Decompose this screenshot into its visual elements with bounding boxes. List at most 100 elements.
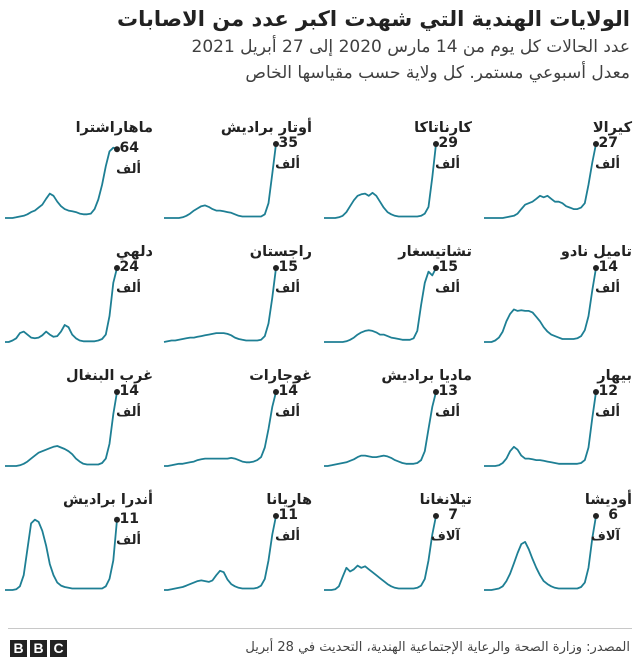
small-multiples-grid: كيرالا 27 ألف كارناتاكا 29 ألف أوتار براديش 35 أ… [0, 118, 640, 618]
state-name: غرب البنغال [65, 368, 153, 384]
latest-value-dot [273, 141, 279, 147]
state-panel: أندرا براديش 11 ألف [3, 490, 153, 608]
state-line-chart [324, 141, 439, 219]
latest-value-label: 35 [278, 135, 298, 151]
state-name: غوجارات [249, 368, 312, 384]
state-panel: غوجارات 14 ألف [162, 366, 312, 484]
latest-value-label: 29 [438, 135, 458, 151]
case-trend-line [484, 515, 597, 591]
bbc-logo: B B C [10, 640, 67, 657]
latest-value-unit: ألف [116, 405, 141, 420]
state-panel: دلهي 24 ألف [3, 242, 153, 360]
latest-value-label: 14 [278, 383, 298, 399]
chart-footer: B B C المصدر: وزارة الصحة والرعاية الإجت… [0, 628, 640, 662]
state-line-chart [164, 513, 279, 591]
chart-header: الولايات الهندية التي شهدت اكبر عدد من ا… [10, 4, 630, 86]
state-name: أوديشا [584, 492, 632, 508]
latest-value-unit: آلاف [430, 529, 460, 544]
state-name: تيلانغانا [419, 492, 472, 508]
footer-divider [8, 628, 632, 629]
latest-value-dot [433, 389, 439, 395]
case-trend-line [164, 391, 277, 467]
state-panel: بيهار 12 ألف [482, 366, 632, 484]
latest-value-label: 24 [119, 259, 139, 275]
state-panel: ماهاراشترا 64 ألف [3, 118, 153, 236]
latest-value-label: 64 [119, 140, 139, 157]
state-line-chart [164, 141, 279, 219]
case-trend-line [5, 146, 118, 219]
state-name: راجستان [249, 244, 312, 260]
state-line-chart [484, 389, 599, 467]
state-panel: كارناتاكا 29 ألف [322, 118, 472, 236]
bbc-logo-letter: B [10, 640, 27, 657]
state-line-chart [164, 389, 279, 467]
state-name: أوتار براديش [220, 120, 312, 136]
latest-value-unit: ألف [435, 281, 460, 296]
latest-value-unit: ألف [435, 405, 460, 420]
case-trend-line [324, 267, 437, 343]
latest-value-dot [593, 265, 599, 271]
case-trend-line [484, 267, 597, 343]
state-line-chart [5, 146, 120, 219]
latest-value-label: 15 [438, 259, 458, 275]
latest-value-dot [593, 141, 599, 147]
latest-value-dot [433, 141, 439, 147]
latest-value-label: 6 [608, 507, 618, 523]
state-line-chart [484, 513, 599, 591]
state-line-chart [324, 513, 439, 591]
case-trend-line [5, 267, 118, 343]
latest-value-unit: ألف [275, 157, 300, 172]
latest-value-unit: ألف [595, 281, 620, 296]
latest-value-dot [433, 513, 439, 519]
state-line-chart [324, 265, 439, 343]
latest-value-label: 7 [448, 507, 458, 523]
state-name: بيهار [597, 368, 632, 384]
state-name: كارناتاكا [414, 120, 472, 136]
latest-value-unit: ألف [435, 157, 460, 172]
case-trend-line [163, 267, 277, 343]
latest-value-dot [593, 513, 599, 519]
state-panel: راجستان 15 ألف [162, 242, 312, 360]
case-trend-line [5, 518, 118, 591]
state-name: أندرا براديش [63, 492, 153, 508]
chart-subtitle-date-range: عدد الحالات كل يوم من 14 مارس 2020 إلى 2… [191, 37, 630, 57]
state-name: تشاتيسغار [398, 244, 472, 260]
case-trend-line [164, 515, 277, 591]
case-trend-line [324, 391, 437, 467]
state-name: ماهاراشترا [75, 120, 153, 136]
latest-value-label: 12 [598, 383, 618, 399]
latest-value-unit: ألف [275, 529, 300, 544]
latest-value-label: 27 [598, 135, 618, 151]
state-line-chart [5, 265, 120, 343]
state-panel: تاميل نادو 14 ألف [482, 242, 632, 360]
state-name: تاميل نادو [560, 244, 632, 260]
state-panel: تشاتيسغار 15 ألف [322, 242, 472, 360]
case-trend-line [484, 143, 597, 219]
bbc-logo-letter: C [50, 640, 67, 657]
latest-value-label: 11 [119, 510, 139, 527]
latest-value-dot [273, 389, 279, 395]
latest-value-unit: ألف [275, 405, 300, 420]
latest-value-label: 11 [278, 507, 298, 523]
state-name: كيرالا [592, 120, 632, 136]
latest-value-label: 13 [438, 383, 458, 399]
latest-value-dot [114, 516, 120, 523]
state-line-chart [484, 141, 599, 219]
latest-value-dot [593, 389, 599, 395]
latest-value-unit: آلاف [590, 529, 620, 544]
latest-value-label: 14 [119, 383, 139, 399]
case-trend-line [5, 391, 118, 467]
state-line-chart [5, 516, 120, 591]
state-line-chart [324, 389, 439, 467]
latest-value-label: 14 [598, 259, 618, 275]
state-panel: غرب البنغال 14 ألف [3, 366, 153, 484]
chart-subtitle-scale-note: معدل أسبوعي مستمر. كل ولاية حسب مقياسها … [245, 63, 630, 83]
state-line-chart [484, 265, 599, 343]
state-panel: تيلانغانا 7 آلاف [322, 490, 472, 608]
latest-value-dot [114, 265, 120, 271]
state-panel: أوديشا 6 آلاف [482, 490, 632, 608]
latest-value-unit: ألف [116, 281, 141, 296]
latest-value-unit: ألف [595, 157, 620, 172]
case-trend-line [484, 391, 597, 467]
case-trend-line [324, 515, 437, 591]
